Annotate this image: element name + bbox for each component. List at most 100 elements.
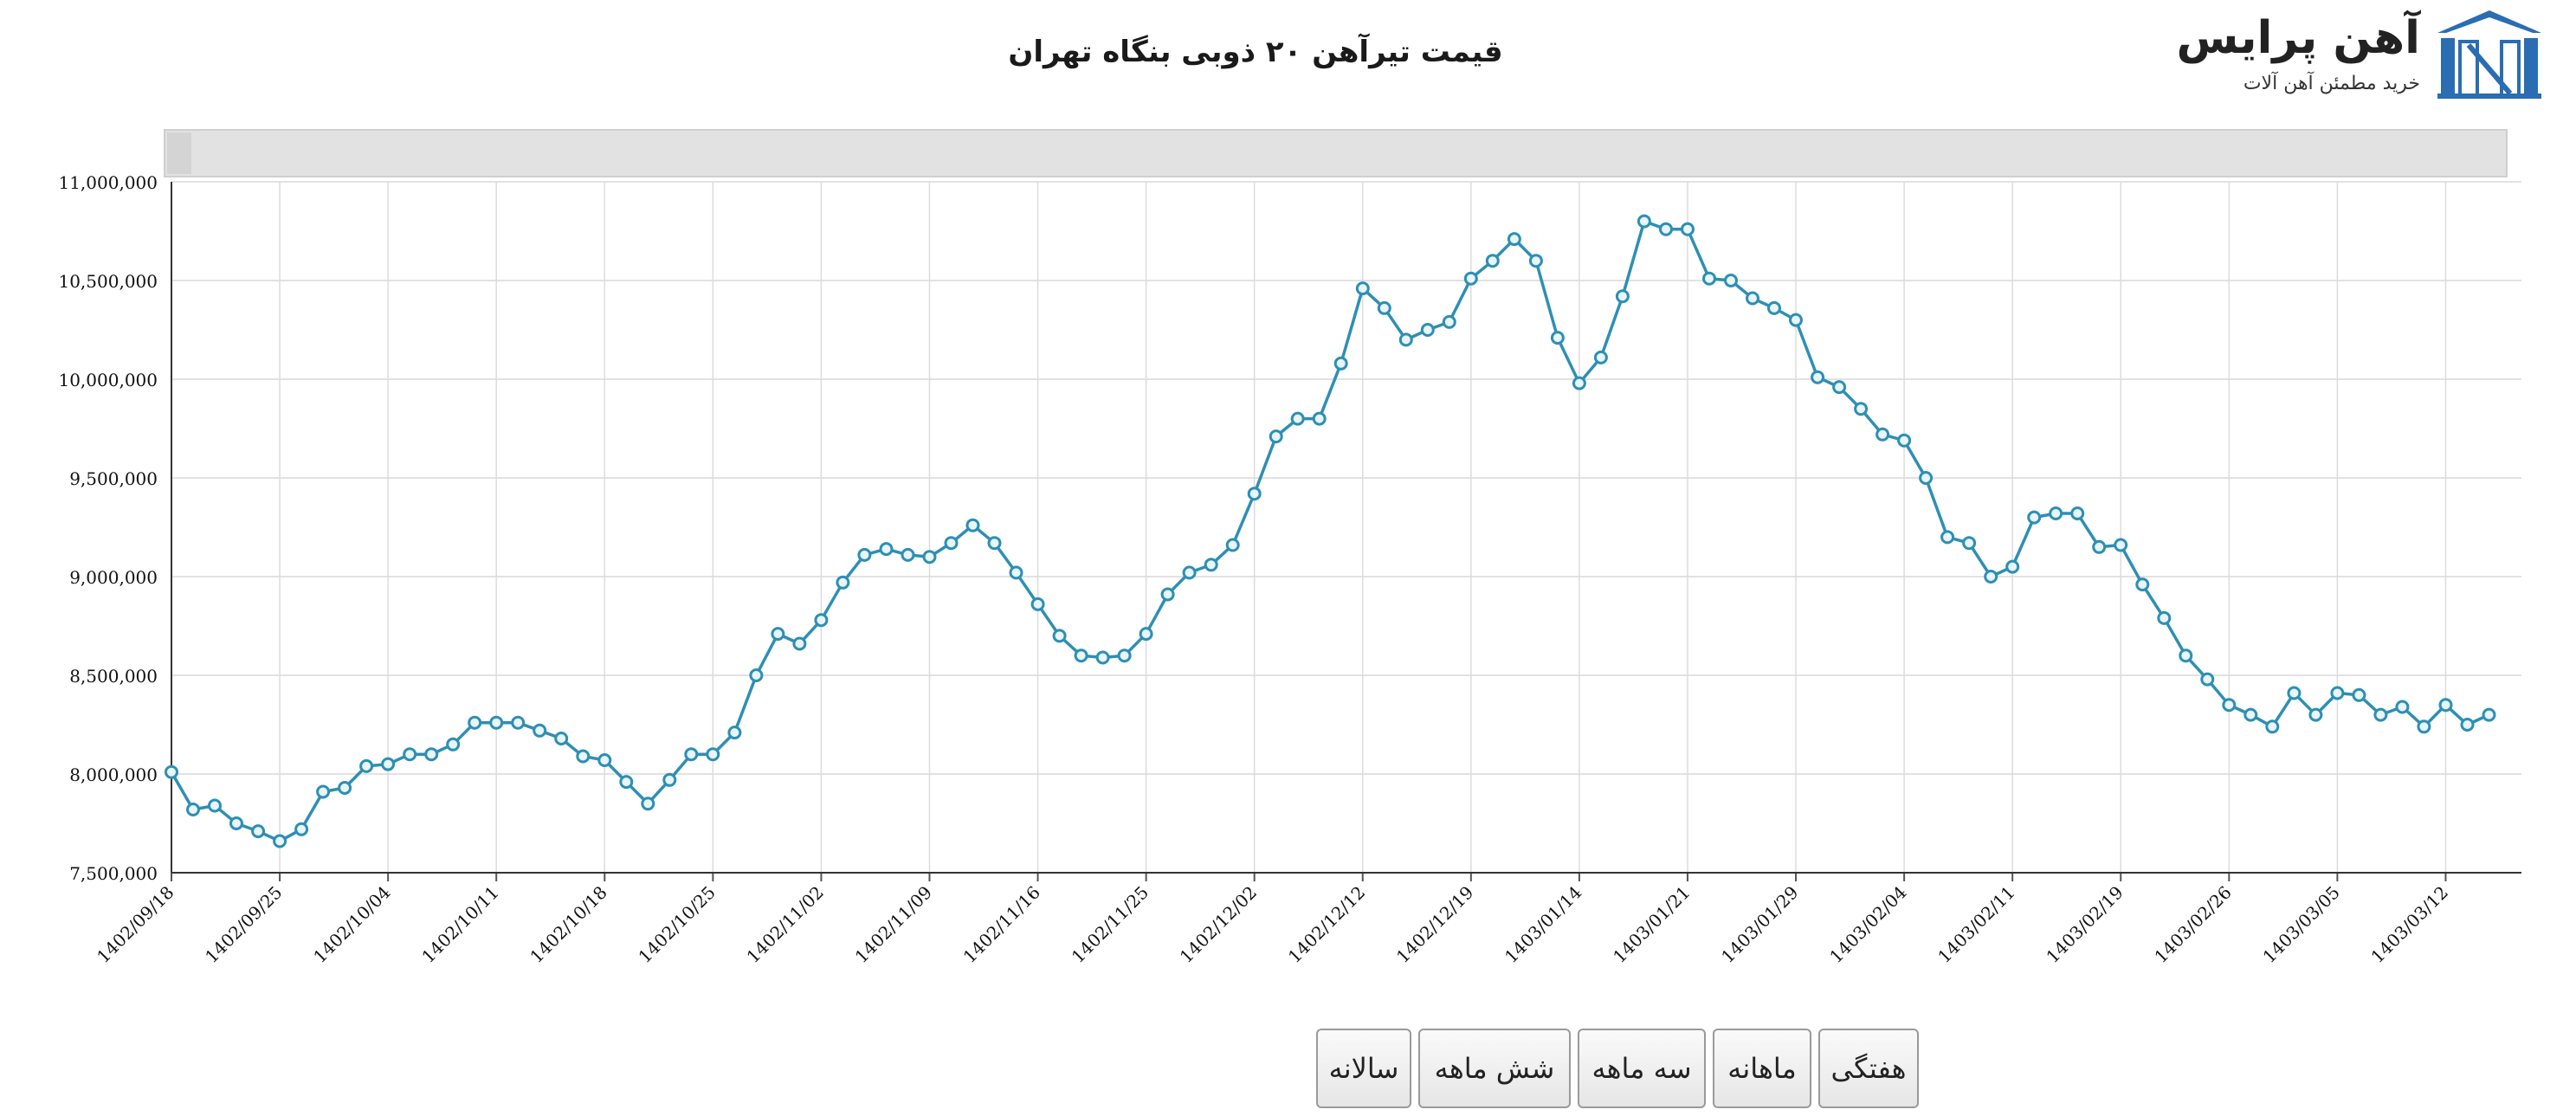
data-point[interactable] [1832,380,1847,395]
data-point[interactable] [857,547,872,562]
data-point[interactable] [2157,610,2172,625]
data-point[interactable] [273,834,287,848]
data-point[interactable] [1811,370,1825,384]
data-point[interactable] [2222,698,2237,713]
data-point[interactable] [186,803,200,816]
data-point[interactable] [229,816,243,830]
data-point[interactable] [1789,313,1803,327]
data-point[interactable] [1572,376,1586,390]
data-point[interactable] [294,822,309,836]
range-button-monthly[interactable]: ماهانه [1713,1029,1811,1108]
data-point[interactable] [1550,331,1565,345]
data-point[interactable] [2417,719,2431,734]
data-point[interactable] [2244,707,2258,722]
data-point[interactable] [1702,271,1716,286]
data-point[interactable] [662,772,677,787]
data-point[interactable] [2395,700,2410,714]
data-point[interactable] [836,575,850,590]
range-button-three-month[interactable]: سه ماهه [1578,1029,1706,1108]
data-point[interactable] [792,636,807,651]
data-point[interactable] [2005,559,2020,574]
data-point[interactable] [706,747,720,762]
data-point[interactable] [1919,471,1934,485]
data-point[interactable] [1659,222,1673,236]
data-point[interactable] [944,536,959,551]
data-point[interactable] [1182,565,1197,580]
data-point[interactable] [2070,506,2085,520]
data-point[interactable] [1333,356,1348,371]
data-point[interactable] [1095,650,1110,665]
data-point[interactable] [1724,274,1738,287]
data-point[interactable] [316,784,331,799]
data-point[interactable] [1398,332,1413,347]
data-point[interactable] [2352,687,2366,702]
data-point[interactable] [2330,686,2345,700]
range-button-yearly[interactable]: سالانه [1316,1029,1411,1108]
data-point[interactable] [1485,254,1500,268]
data-point[interactable] [1593,350,1608,364]
data-point[interactable] [749,668,764,682]
data-point[interactable] [727,726,742,740]
data-point[interactable] [2027,510,2042,525]
data-point[interactable] [1074,648,1088,663]
data-point[interactable] [359,758,374,773]
data-point[interactable] [2114,538,2128,552]
data-point[interactable] [1355,281,1370,296]
data-point[interactable] [1420,323,1435,337]
data-point[interactable] [1269,429,1283,444]
data-point[interactable] [1637,214,1651,229]
data-point[interactable] [1030,597,1045,611]
data-point[interactable] [1204,558,1218,572]
data-point[interactable] [1009,565,1023,580]
data-point[interactable] [2438,698,2453,713]
data-point[interactable] [1746,291,1759,306]
data-point[interactable] [1940,530,1955,545]
data-point[interactable] [1312,411,1327,426]
data-point[interactable] [814,613,829,628]
data-point[interactable] [165,764,178,779]
data-point[interactable] [1962,536,1977,551]
data-point[interactable] [1984,570,1998,584]
data-point[interactable] [1507,232,1521,247]
data-point[interactable] [2460,718,2475,732]
data-point[interactable] [1615,289,1630,304]
data-point[interactable] [2092,539,2107,554]
range-button-six-month[interactable]: شش ماهه [1418,1029,1571,1108]
data-point[interactable] [1876,427,1890,442]
data-point[interactable] [2265,719,2280,734]
data-point[interactable] [1247,487,1262,501]
data-point[interactable] [446,737,461,752]
data-point[interactable] [403,747,417,762]
data-point[interactable] [1854,402,1869,416]
data-point[interactable] [619,775,634,790]
data-point[interactable] [1139,627,1153,642]
data-point[interactable] [2179,648,2193,663]
data-point[interactable] [1767,300,1781,315]
data-point[interactable] [922,550,937,564]
data-point[interactable] [1897,433,1912,448]
data-point[interactable] [511,715,526,730]
data-point[interactable] [2287,686,2302,700]
data-point[interactable] [1377,300,1391,315]
data-point[interactable] [2049,506,2063,520]
data-point[interactable] [2135,577,2150,592]
data-point[interactable] [771,627,785,642]
data-point[interactable] [576,749,591,764]
data-point[interactable] [1052,629,1067,643]
data-point[interactable] [1290,411,1305,426]
data-point[interactable] [965,518,980,532]
data-point[interactable] [1463,271,1478,286]
data-point[interactable] [901,547,915,562]
range-button-weekly[interactable]: هفتگی [1818,1029,1919,1108]
data-point[interactable] [1117,648,1132,663]
data-point[interactable] [597,753,612,767]
navigator-scrollbar[interactable] [164,129,2508,177]
brand-logo[interactable]: آهن پرایس خرید مطمئن آهن آلات [2176,7,2550,111]
navigator-handle[interactable] [167,132,191,174]
data-point[interactable] [1225,538,1240,552]
data-point[interactable] [251,824,266,839]
data-point[interactable] [468,715,482,730]
data-point[interactable] [1528,254,1543,268]
data-point[interactable] [1442,314,1456,329]
data-point[interactable] [684,747,699,762]
